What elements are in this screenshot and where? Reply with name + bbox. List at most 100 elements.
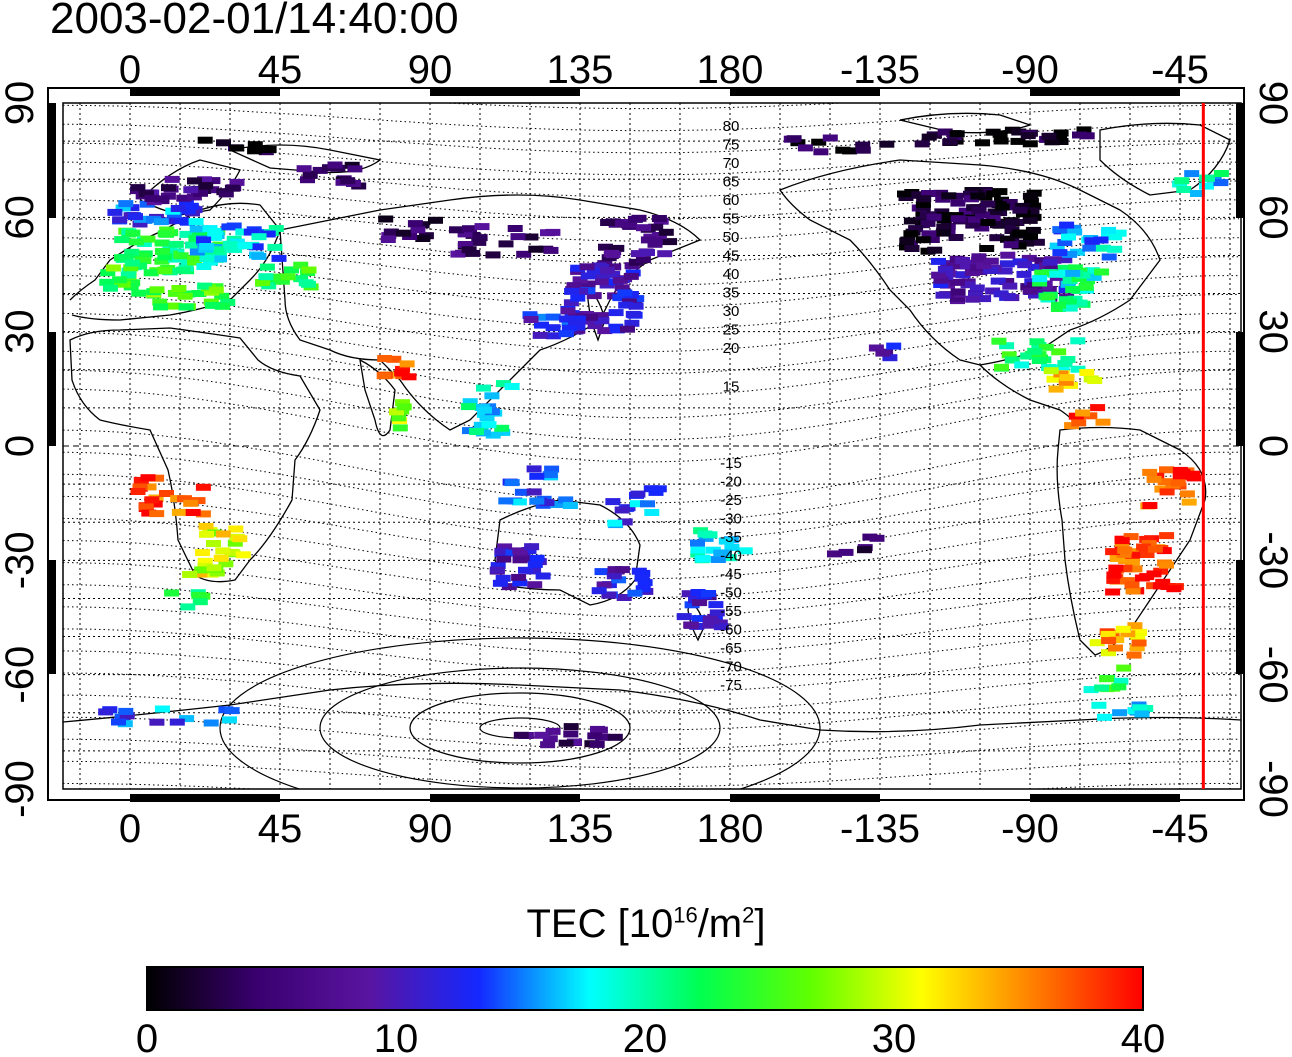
tec-pixel: [713, 623, 729, 631]
tec-pixel: [997, 267, 1013, 275]
tec-pixel: [933, 276, 949, 284]
frame-band-bottom: [1030, 794, 1180, 802]
tec-pixel: [869, 534, 885, 542]
tec-pixel: [197, 176, 213, 184]
tec-pixel: [301, 266, 317, 274]
tec-pixel: [1022, 287, 1038, 295]
tec-pixel: [485, 431, 501, 439]
frame-band-left: [48, 332, 56, 446]
tec-pixel: [180, 603, 196, 611]
tec-pixel: [595, 271, 611, 279]
tec-pixel: [206, 540, 221, 547]
tec-pixel: [609, 220, 625, 228]
tec-pixel: [591, 262, 607, 270]
tec-pixel: [175, 266, 191, 274]
tec-pixel: [1108, 564, 1124, 572]
tec-pixel: [926, 213, 942, 221]
tec-pixel: [271, 254, 287, 262]
tec-pixel: [692, 599, 708, 607]
tec-pixel: [683, 621, 699, 629]
tec-pixel: [235, 551, 251, 559]
tec-pixel: [948, 234, 964, 241]
tec-pixel: [1002, 199, 1018, 206]
tec-pixel: [737, 547, 753, 555]
tec-pixel: [724, 543, 740, 551]
tec-pixel: [526, 465, 542, 473]
tec-pixel: [983, 257, 999, 265]
tec-pixel: [510, 233, 526, 241]
tec-pixel: [648, 223, 664, 231]
tec-pixel: [472, 234, 488, 242]
tec-pixel: [580, 272, 596, 280]
tec-pixel: [227, 245, 243, 253]
contour-label: 30: [723, 303, 740, 320]
frame-band-top: [130, 88, 280, 96]
colorbar-tick: 30: [872, 1017, 917, 1057]
tec-pixel: [1170, 479, 1186, 487]
tec-pixel: [124, 204, 140, 212]
lon-tick-top: 180: [697, 48, 764, 92]
tec-pixel: [1086, 273, 1102, 281]
tec-pixel: [605, 270, 621, 278]
tec-pixel: [1029, 338, 1045, 346]
tec-pixel: [1091, 701, 1107, 709]
tec-pixel: [1157, 478, 1173, 486]
magnetic-contour: [63, 312, 1239, 375]
frame-bands: [48, 88, 1244, 802]
tec-pixel: [965, 295, 981, 303]
tec-pixel: [182, 571, 198, 578]
lon-tick-top: -135: [840, 48, 920, 92]
tec-pixel: [627, 589, 643, 597]
tec-pixel: [1078, 283, 1094, 291]
tec-pixel: [1060, 280, 1076, 288]
tec-pixel: [985, 128, 1001, 136]
tec-pixel: [100, 269, 116, 277]
contour-label: 35: [723, 285, 740, 302]
colorbar-title-close: ]: [754, 902, 766, 946]
lon-tick-bottom: 0: [119, 807, 141, 851]
tec-pixel: [606, 572, 622, 580]
tec-pixel: [169, 718, 185, 726]
tec-pixel: [1087, 377, 1103, 384]
tec-pixel: [164, 175, 180, 183]
tec-pixel: [196, 263, 212, 270]
tec-pixel: [195, 510, 211, 518]
tec-pixel: [594, 568, 610, 576]
lat-tick-right: -30: [1251, 531, 1292, 589]
tec-pixel: [1107, 245, 1123, 253]
tec-pixel: [935, 291, 951, 299]
tec-pixel: [991, 337, 1007, 345]
contour-label: -15: [720, 455, 742, 472]
tec-pixel: [389, 408, 404, 416]
tec-pixel: [392, 424, 408, 432]
tec-pixel: [941, 192, 957, 200]
tec-pixel: [1159, 488, 1175, 496]
tec-pixel: [149, 510, 165, 518]
contour-label: 75: [723, 137, 740, 154]
magnetic-contour: [63, 256, 1239, 308]
tec-pixel: [985, 190, 1001, 198]
tec-pixel: [118, 707, 134, 715]
contour-label: 40: [723, 266, 740, 283]
tec-pixel: [882, 354, 898, 362]
tec-pixel: [119, 712, 135, 720]
tec-pixel: [971, 253, 987, 261]
tec-pixel: [710, 556, 726, 563]
tec-pixel: [1010, 137, 1026, 145]
tec-pixel: [1002, 203, 1018, 211]
tec-pixel: [498, 497, 514, 505]
colorbar-title-exponent: 16: [673, 902, 698, 928]
tec-pixel: [605, 251, 621, 258]
tec-pixel: [975, 139, 990, 147]
tec-pixel: [563, 730, 579, 738]
tec-pixel: [611, 576, 627, 584]
tec-pixel: [931, 257, 946, 265]
tec-pixel: [658, 228, 674, 236]
tec-pixel: [141, 509, 157, 517]
tec-pixel: [994, 203, 1010, 211]
tec-pixel: [676, 613, 692, 621]
tec-pixel: [1134, 574, 1150, 582]
magnetic-contour: [63, 123, 1239, 154]
tec-pixel: [644, 509, 660, 516]
tec-pixel: [625, 310, 641, 318]
